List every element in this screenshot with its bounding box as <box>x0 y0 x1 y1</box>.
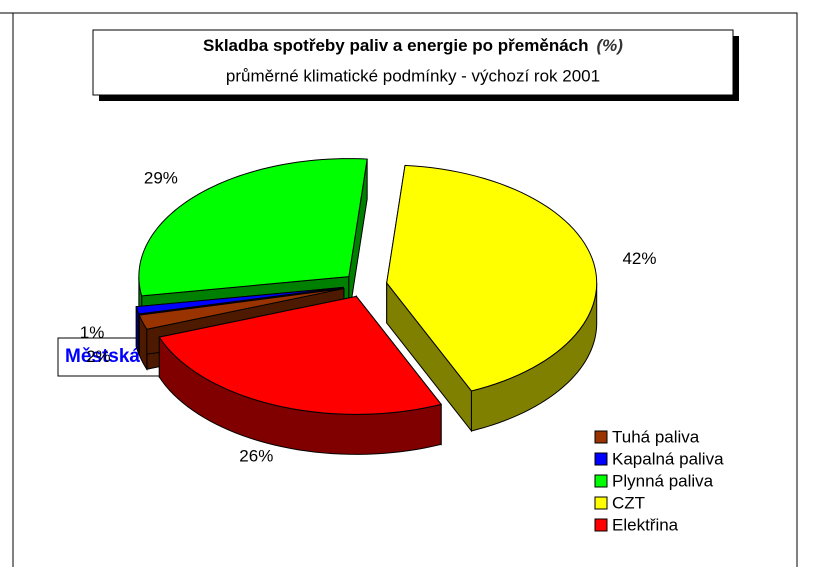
legend-label: CZT <box>612 493 645 512</box>
data-label: 42% <box>622 249 656 268</box>
slice-top <box>158 295 443 415</box>
data-label: 29% <box>144 168 178 187</box>
chart-subtitle: průměrné klimatické podmínky - výchozí r… <box>226 66 600 85</box>
slice-top <box>135 286 344 315</box>
title-text: Skladba spotřeby paliv a energie po přem… <box>203 36 588 55</box>
legend-swatch <box>594 496 608 510</box>
legend-swatch <box>594 430 608 444</box>
slice-top <box>386 164 598 392</box>
pie-slice <box>386 164 598 433</box>
title-box <box>92 29 734 96</box>
legend-label: Kapalná paliva <box>612 449 724 468</box>
legend-swatch <box>594 518 608 532</box>
legend-label: Tuhá paliva <box>612 427 700 446</box>
slice-top <box>138 288 345 330</box>
data-label: 26% <box>239 446 273 465</box>
legend-swatch <box>594 452 608 466</box>
slice-top <box>138 158 368 297</box>
legend-swatch <box>594 474 608 488</box>
legend-label: Elektřina <box>612 515 679 534</box>
title-unit: (%) <box>597 36 624 55</box>
data-label: 2% <box>86 347 111 366</box>
frame <box>0 12 798 567</box>
pie-slice <box>158 294 443 455</box>
data-label: 1% <box>80 323 105 342</box>
chart-title: Skladba spotřeby paliv a energie po přem… <box>203 36 623 55</box>
legend-label: Plynná paliva <box>612 471 714 490</box>
